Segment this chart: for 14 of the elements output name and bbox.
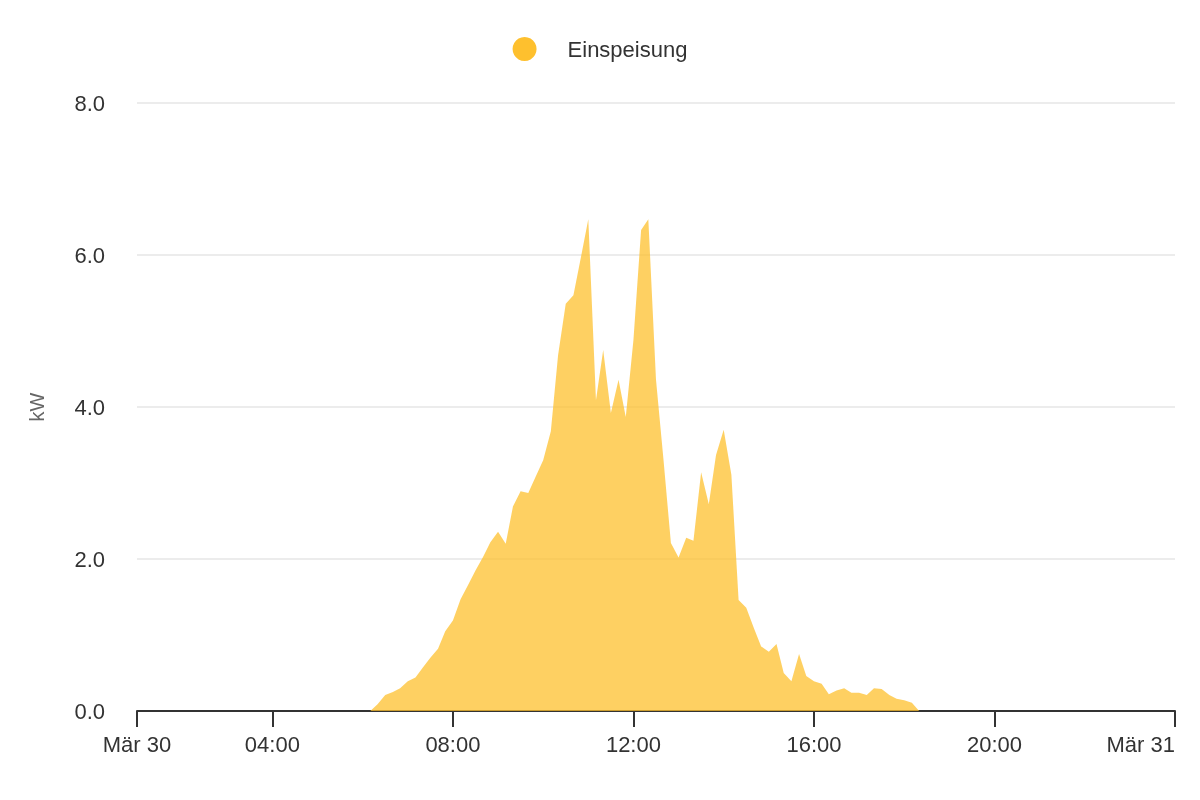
x-tick-label: 12:00	[605, 731, 661, 757]
y-tick-label: 4.0	[74, 394, 105, 420]
x-tick-label: 08:00	[425, 731, 481, 757]
y-tick-label: 2.0	[74, 546, 105, 572]
y-tick-label: 6.0	[74, 242, 105, 268]
y-tick-label: 8.0	[74, 90, 105, 116]
x-tick-label: 16:00	[786, 731, 842, 757]
x-tick-label: 20:00	[966, 731, 1023, 757]
y-tick-label: 0.0	[74, 698, 105, 724]
x-tick-label: Mär 31	[1106, 731, 1175, 757]
x-tick-label: 04:00	[244, 731, 300, 757]
x-tick-label: Mär 30	[102, 731, 172, 757]
legend-label: Einspeisung	[567, 36, 688, 62]
y-axis-title: kW	[26, 392, 48, 422]
